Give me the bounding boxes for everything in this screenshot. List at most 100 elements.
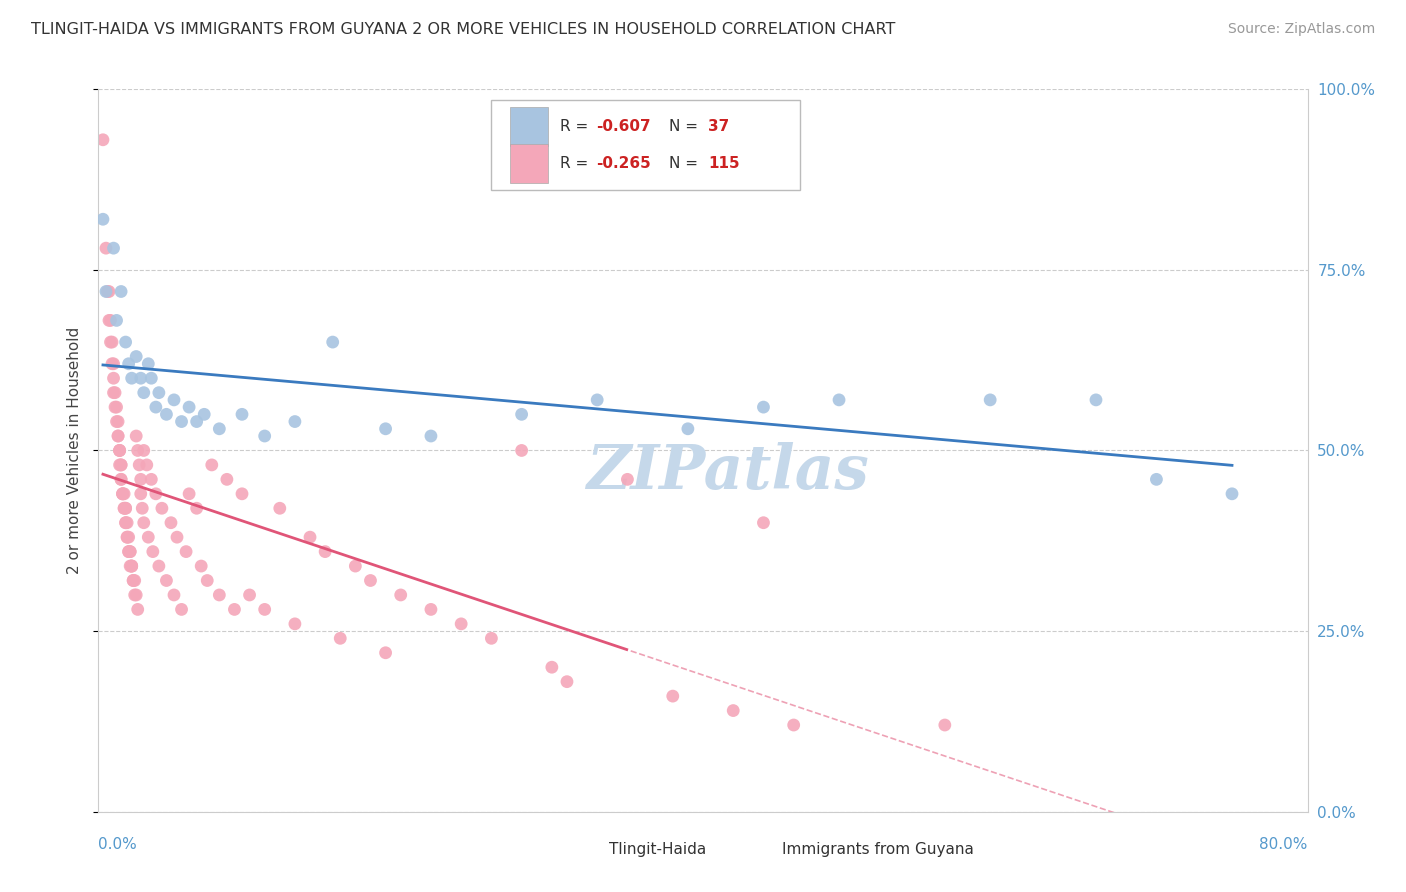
Text: N =: N = bbox=[669, 156, 703, 171]
Point bbox=[174, 544, 197, 558]
Point bbox=[322, 334, 344, 349]
Point bbox=[118, 544, 141, 558]
Point bbox=[114, 501, 136, 516]
Point bbox=[94, 241, 117, 255]
Point bbox=[253, 429, 276, 443]
Point bbox=[107, 429, 129, 443]
Point bbox=[179, 487, 201, 501]
Point bbox=[114, 516, 136, 530]
Point bbox=[131, 501, 153, 516]
Point bbox=[96, 285, 118, 299]
Point bbox=[481, 632, 503, 646]
Point bbox=[115, 530, 138, 544]
Point bbox=[121, 559, 143, 574]
Point bbox=[110, 472, 132, 486]
Point bbox=[284, 415, 307, 429]
Point bbox=[208, 422, 231, 436]
Text: 37: 37 bbox=[707, 120, 730, 135]
Point bbox=[121, 559, 143, 574]
Point bbox=[166, 530, 188, 544]
Point bbox=[360, 574, 382, 588]
Point bbox=[752, 516, 775, 530]
Point bbox=[127, 443, 149, 458]
Point bbox=[94, 285, 117, 299]
Point bbox=[121, 371, 143, 385]
Point bbox=[224, 602, 246, 616]
Point bbox=[828, 392, 851, 407]
Point bbox=[91, 212, 114, 227]
Point bbox=[124, 574, 146, 588]
Point bbox=[100, 313, 122, 327]
Point bbox=[118, 544, 141, 558]
Point bbox=[510, 407, 533, 421]
Text: ZIPatlas: ZIPatlas bbox=[586, 442, 869, 502]
Point bbox=[108, 443, 131, 458]
Point bbox=[201, 458, 224, 472]
Point bbox=[389, 588, 412, 602]
Text: Immigrants from Guyana: Immigrants from Guyana bbox=[782, 842, 973, 857]
Point bbox=[179, 400, 201, 414]
Point bbox=[120, 544, 142, 558]
Point bbox=[934, 718, 956, 732]
Point bbox=[374, 422, 396, 436]
Point bbox=[510, 443, 533, 458]
Point bbox=[135, 458, 157, 472]
Point bbox=[105, 313, 128, 327]
Point bbox=[125, 429, 148, 443]
Point bbox=[108, 443, 131, 458]
Point bbox=[104, 400, 127, 414]
Point bbox=[108, 458, 131, 472]
Point bbox=[141, 371, 163, 385]
Point bbox=[231, 407, 253, 421]
Point bbox=[586, 392, 609, 407]
Point bbox=[979, 392, 1001, 407]
Point bbox=[115, 530, 138, 544]
Point bbox=[107, 429, 129, 443]
Point bbox=[299, 530, 322, 544]
Point bbox=[110, 285, 132, 299]
FancyBboxPatch shape bbox=[741, 836, 776, 863]
Text: 0.0%: 0.0% bbox=[98, 837, 138, 852]
Point bbox=[374, 646, 396, 660]
Point bbox=[103, 357, 125, 371]
Point bbox=[132, 516, 155, 530]
Point bbox=[141, 472, 163, 486]
Point bbox=[127, 602, 149, 616]
Point bbox=[253, 602, 276, 616]
Text: 115: 115 bbox=[707, 156, 740, 171]
Point bbox=[208, 588, 231, 602]
Text: Tlingit-Haida: Tlingit-Haida bbox=[609, 842, 706, 857]
Point bbox=[129, 487, 152, 501]
Point bbox=[100, 334, 122, 349]
Text: -0.607: -0.607 bbox=[596, 120, 651, 135]
Point bbox=[136, 530, 159, 544]
Text: R =: R = bbox=[561, 156, 593, 171]
Point bbox=[150, 501, 173, 516]
Point bbox=[110, 472, 132, 486]
Point bbox=[122, 574, 145, 588]
Text: N =: N = bbox=[669, 120, 703, 135]
Point bbox=[616, 472, 638, 486]
Point bbox=[114, 334, 136, 349]
Text: Source: ZipAtlas.com: Source: ZipAtlas.com bbox=[1227, 22, 1375, 37]
Point bbox=[160, 516, 183, 530]
Point bbox=[344, 559, 367, 574]
Point bbox=[125, 588, 148, 602]
Text: R =: R = bbox=[561, 120, 593, 135]
Point bbox=[186, 501, 208, 516]
Point bbox=[132, 443, 155, 458]
Point bbox=[121, 559, 143, 574]
Point bbox=[661, 689, 683, 703]
Point bbox=[284, 616, 307, 631]
FancyBboxPatch shape bbox=[509, 144, 548, 183]
Point bbox=[101, 357, 124, 371]
Point bbox=[103, 385, 125, 400]
Point bbox=[120, 544, 142, 558]
Point bbox=[723, 704, 745, 718]
Point bbox=[115, 516, 138, 530]
Point bbox=[540, 660, 562, 674]
Point bbox=[269, 501, 291, 516]
Point bbox=[783, 718, 806, 732]
Point bbox=[114, 516, 136, 530]
Point bbox=[1144, 472, 1167, 486]
